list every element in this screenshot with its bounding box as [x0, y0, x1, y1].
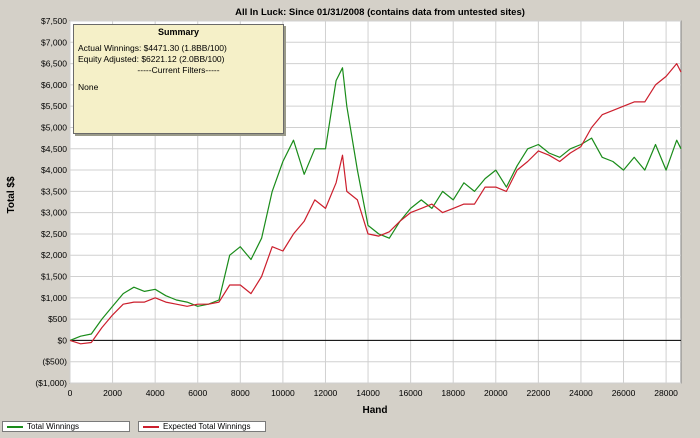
y-tick-label: $5,500 — [41, 101, 67, 111]
y-tick-label: $4,000 — [41, 165, 67, 175]
filters-heading: -----Current Filters----- — [137, 65, 220, 75]
x-tick-label: 0 — [68, 388, 73, 398]
series-layer — [69, 62, 682, 345]
x-tick-label: 10000 — [271, 388, 295, 398]
y-tick-label: $6,500 — [41, 59, 67, 69]
y-tick-label: $3,000 — [41, 208, 67, 218]
y-tick-label: $6,000 — [41, 80, 67, 90]
y-tick-label: $7,500 — [41, 16, 67, 26]
x-tick-label: 22000 — [527, 388, 551, 398]
x-tick-label: 6000 — [188, 388, 207, 398]
y-tick-label: $2,000 — [41, 250, 67, 260]
legend-item-expected-total-winnings: Expected Total Winnings — [138, 421, 266, 432]
x-tick-label: 16000 — [399, 388, 423, 398]
x-tick-label: 12000 — [314, 388, 338, 398]
y-axis-label: Total $$ — [6, 176, 17, 213]
x-tick-label: 20000 — [484, 388, 508, 398]
x-axis-label: Hand — [363, 405, 388, 416]
x-tick-label: 24000 — [569, 388, 593, 398]
legend-swatch-expected-total-winnings — [143, 425, 159, 428]
y-tick-label: $0 — [58, 335, 68, 345]
x-tick-labels: 0 2000 4000 6000 8000 10000 12000 14000 16000 180… — [68, 388, 679, 398]
y-tick-label: ($500) — [42, 357, 67, 367]
x-tick-label: 14000 — [356, 388, 380, 398]
x-tick-label: 2000 — [103, 388, 122, 398]
y-tick-label: $2,500 — [41, 229, 67, 239]
x-tick-label: 4000 — [146, 388, 165, 398]
legend-label-total-winnings: Total Winnings — [27, 422, 80, 431]
series-line-expected-total-winnings — [69, 62, 682, 345]
y-tick-label: $3,500 — [41, 186, 67, 196]
y-tick-label: $500 — [48, 314, 67, 324]
y-tick-label: $7,000 — [41, 37, 67, 47]
chart-title: All In Luck: Since 01/31/2008 (contains … — [235, 7, 525, 18]
y-tick-labels: ($1,000) ($500) $0 $500 $1,000 $1,500 $2,000 $2… — [35, 16, 67, 388]
x-tick-label: 8000 — [231, 388, 250, 398]
x-tick-label: 18000 — [441, 388, 465, 398]
y-tick-label: $1,500 — [41, 272, 67, 282]
legend-swatch-total-winnings — [7, 425, 23, 428]
summary-box: Summary Actual Winnings: $4471.30 (1.8BB… — [73, 24, 284, 134]
legend-label-expected-total-winnings: Expected Total Winnings — [163, 422, 251, 431]
y-tick-label: $4,500 — [41, 144, 67, 154]
filters-value: None — [78, 82, 99, 92]
legend-item-total-winnings: Total Winnings — [2, 421, 130, 432]
y-tick-label: $5,000 — [41, 122, 67, 132]
y-tick-label: ($1,000) — [35, 378, 67, 388]
y-tick-label: $1,000 — [41, 293, 67, 303]
x-tick-label: 28000 — [654, 388, 678, 398]
summary-heading: Summary — [157, 27, 200, 37]
actual-winnings-text: Actual Winnings: $4471.30 (1.8BB/100) — [78, 43, 227, 53]
x-tick-label: 26000 — [612, 388, 636, 398]
equity-adjusted-text: Equity Adjusted: $6221.12 (2.0BB/100) — [78, 54, 225, 64]
